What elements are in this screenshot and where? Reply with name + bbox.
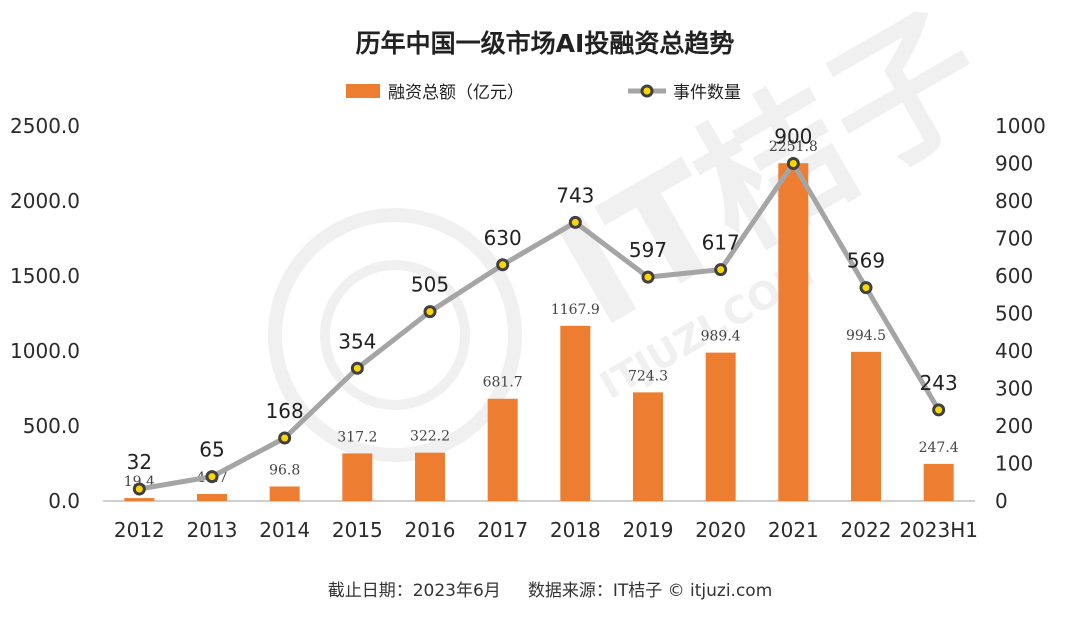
x-tick-label: 2014 <box>259 518 310 542</box>
bar <box>778 163 809 502</box>
point-labels: 32 65 168 354 505 630 743 597 617 900 569 243 <box>127 125 958 475</box>
line-point <box>205 470 219 484</box>
line-point-label: 597 <box>629 238 667 262</box>
y-right-tick-label: 800 <box>995 189 1033 213</box>
line-point-label: 354 <box>338 329 376 353</box>
y-right-axis: 0 100 200 300 400 500 600 700 800 900 1000 <box>995 114 1046 513</box>
line-point-label: 900 <box>774 125 812 149</box>
bar <box>269 486 300 501</box>
line-point <box>496 258 510 272</box>
y-left-tick-label: 0.0 <box>48 489 80 513</box>
line-point-label: 617 <box>702 231 740 255</box>
bar-data-label: 96.8 <box>269 462 300 478</box>
x-tick-label: 2017 <box>477 518 528 542</box>
line-point-label: 32 <box>127 450 152 474</box>
bar <box>415 452 445 501</box>
x-tick-label: 2016 <box>405 518 456 542</box>
x-tick-label: 2022 <box>841 518 892 542</box>
y-left-tick-label: 500.0 <box>23 414 80 438</box>
legend-bar-label: 融资总额（亿元） <box>388 83 524 103</box>
bar-series <box>124 163 954 502</box>
y-left-tick-label: 1500.0 <box>10 264 80 288</box>
line-series <box>132 157 946 496</box>
y-left-tick-label: 2000.0 <box>10 189 80 213</box>
bar <box>705 352 736 501</box>
watermark: IT桔子 ITJUZI.COM <box>268 0 1015 462</box>
bar <box>923 463 954 501</box>
line-point-label: 569 <box>847 249 885 273</box>
x-tick-label: 2023H1 <box>899 518 978 542</box>
y-right-tick-label: 0 <box>995 489 1008 513</box>
line-point-label: 65 <box>199 438 224 462</box>
y-left-tick-label: 2500.0 <box>10 114 80 138</box>
bar <box>197 493 227 501</box>
bar-data-label: 317.2 <box>337 429 377 445</box>
bar <box>851 351 881 501</box>
line-point <box>278 431 292 445</box>
line-point <box>132 482 146 496</box>
x-axis: 2012 2013 2014 2015 2016 2017 2018 2019 2020 2021… <box>103 500 978 542</box>
line-point <box>641 270 655 284</box>
footer-note: 截止日期：2023年6月 数据来源：IT桔子 © itjuzi.com <box>328 581 773 601</box>
x-tick-label: 2015 <box>332 518 383 542</box>
line-point-label: 743 <box>556 183 594 207</box>
y-right-tick-label: 1000 <box>995 114 1046 138</box>
line-point-label: 168 <box>266 399 304 423</box>
y-left-tick-label: 1000.0 <box>10 339 80 363</box>
x-tick-label: 2018 <box>550 518 601 542</box>
y-right-tick-label: 100 <box>995 452 1033 476</box>
x-tick-label: 2019 <box>623 518 674 542</box>
y-right-tick-label: 700 <box>995 227 1033 251</box>
line-point <box>786 157 800 170</box>
bar <box>342 453 373 501</box>
line-point <box>423 305 437 319</box>
legend-bar-swatch <box>346 84 380 98</box>
line-point-label: 630 <box>484 226 522 250</box>
bar <box>633 392 663 501</box>
bar-labels: 19.446.796.8317.2322.2681.71167.9724.398… <box>124 139 959 490</box>
x-tick-label: 2013 <box>187 518 238 542</box>
bar-data-label: 681.7 <box>483 375 523 391</box>
y-left-axis: 0.0 500.0 1000.0 1500.0 2000.0 2500.0 <box>10 114 80 513</box>
y-right-tick-label: 300 <box>995 377 1033 401</box>
y-right-tick-label: 900 <box>995 152 1033 176</box>
legend: 融资总额（亿元） 事件数量 <box>346 83 741 103</box>
event-count-line <box>138 161 941 492</box>
x-tick-label: 2012 <box>114 518 165 542</box>
legend-line-label: 事件数量 <box>673 83 741 103</box>
legend-line-marker <box>640 84 654 98</box>
chart-title: 历年中国一级市场AI投融资总趋势 <box>356 29 735 58</box>
y-right-tick-label: 500 <box>995 302 1033 326</box>
y-right-tick-label: 200 <box>995 414 1033 438</box>
y-right-tick-label: 600 <box>995 264 1033 288</box>
line-point <box>568 215 582 229</box>
x-tick-label: 2021 <box>768 518 819 542</box>
line-point <box>350 361 364 375</box>
line-point <box>714 263 728 277</box>
bar-data-label: 989.4 <box>701 329 741 345</box>
line-point-label: 505 <box>411 273 449 297</box>
bar-data-label: 2251.8 <box>769 139 818 155</box>
bar-data-label: 322.2 <box>410 429 450 445</box>
bar <box>560 325 591 501</box>
bar-data-label: 247.4 <box>919 440 959 456</box>
x-tick-label: 2020 <box>695 518 746 542</box>
bar <box>487 398 518 501</box>
line-point-label: 243 <box>920 371 958 395</box>
bar-data-label: 1167.9 <box>551 302 600 318</box>
bar <box>124 498 155 501</box>
bar-data-label: 994.5 <box>846 328 886 344</box>
y-right-tick-label: 400 <box>995 339 1033 363</box>
line-point <box>859 281 873 295</box>
line-point <box>932 403 946 417</box>
bar-data-label: 724.3 <box>628 368 668 384</box>
